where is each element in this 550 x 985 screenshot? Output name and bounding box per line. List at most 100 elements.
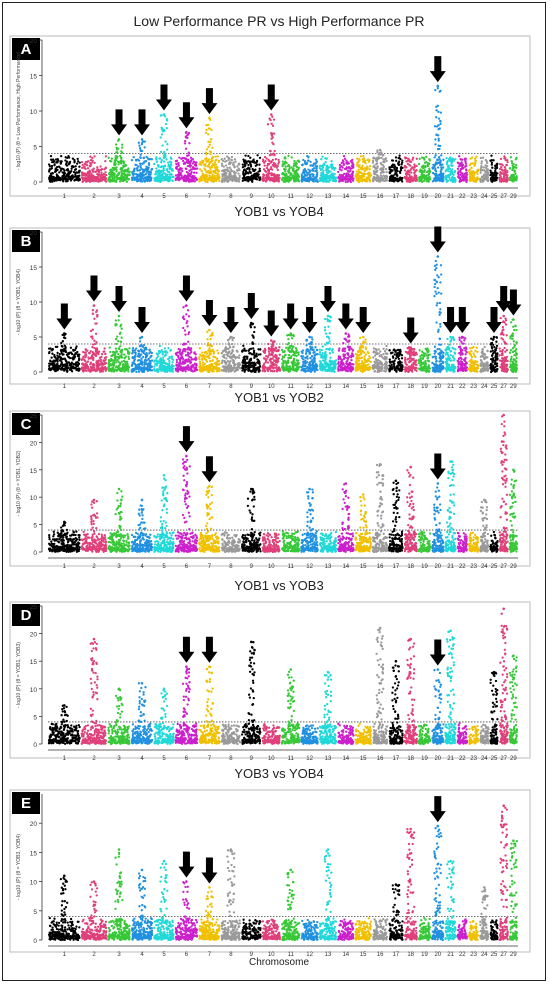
data-point [338, 166, 342, 169]
data-point [489, 178, 493, 181]
data-point [117, 339, 120, 343]
data-point [309, 164, 312, 167]
chromosome-points-21 [444, 156, 457, 183]
x-tick-label: 5 [162, 384, 166, 390]
data-point [126, 362, 129, 366]
data-point [155, 156, 158, 159]
data-point [332, 167, 336, 170]
data-point [459, 167, 463, 171]
data-point [198, 179, 202, 182]
data-point [57, 165, 61, 168]
data-point [413, 163, 416, 166]
data-point [475, 155, 478, 158]
data-point [205, 153, 208, 156]
data-point [205, 156, 208, 160]
data-point [502, 180, 505, 183]
data-point [183, 317, 186, 321]
data-point [204, 131, 208, 135]
data-point [315, 173, 319, 177]
data-point [425, 180, 428, 183]
peak-point [378, 148, 382, 152]
data-point [377, 157, 380, 160]
data-point [207, 178, 210, 181]
data-point [141, 172, 144, 175]
data-point [439, 122, 442, 126]
data-point [97, 171, 101, 174]
data-point [158, 364, 162, 367]
data-point [480, 160, 483, 163]
data-point [91, 312, 94, 315]
data-point [352, 165, 355, 169]
data-point [288, 167, 291, 170]
data-point [101, 366, 104, 369]
x-tick-label: 20 [434, 194, 441, 200]
data-point [344, 180, 347, 184]
data-point [107, 156, 110, 159]
data-point [70, 165, 74, 168]
chromosome-points-6 [174, 131, 199, 183]
data-point [368, 175, 371, 179]
data-point [425, 155, 428, 158]
data-point [141, 370, 144, 374]
data-point [449, 173, 452, 176]
data-point [115, 151, 118, 154]
data-point [499, 157, 503, 161]
data-point [393, 173, 396, 176]
data-point [211, 173, 214, 176]
chromosome-points-13 [318, 155, 338, 183]
data-point [457, 175, 460, 179]
data-point [112, 174, 115, 177]
data-point [115, 342, 118, 346]
data-point [54, 369, 58, 373]
data-point [174, 174, 178, 177]
data-point [157, 177, 160, 180]
data-point [133, 362, 137, 366]
data-point [284, 168, 287, 171]
data-point [59, 169, 63, 172]
panel-title: YOB1 vs YOB4 [234, 204, 323, 219]
y-axis-label: - log10 (P) (θ = Low Performance, High P… [16, 51, 22, 170]
data-point [242, 160, 246, 163]
data-point [56, 176, 60, 179]
data-point [50, 349, 54, 352]
data-point [417, 162, 421, 166]
data-point [117, 352, 120, 356]
data-point [320, 158, 323, 161]
data-point [302, 177, 305, 180]
data-point [187, 346, 190, 350]
data-point [506, 176, 509, 180]
data-point [203, 163, 206, 166]
x-tick-label: 7 [208, 194, 212, 200]
data-point [68, 170, 71, 173]
data-point [157, 164, 160, 167]
data-point [51, 160, 54, 164]
data-point [405, 173, 408, 176]
data-point [204, 367, 207, 371]
data-point [216, 174, 219, 178]
data-point [183, 161, 186, 164]
data-point [515, 156, 518, 159]
data-point [255, 163, 259, 166]
data-point [452, 173, 455, 176]
data-point [168, 355, 171, 359]
data-point [333, 178, 337, 181]
data-point [324, 161, 327, 164]
data-point [73, 168, 77, 172]
data-point [49, 154, 53, 158]
data-point [66, 362, 69, 365]
data-point [116, 366, 120, 369]
data-point [89, 350, 92, 353]
data-point [188, 360, 192, 363]
data-point [453, 171, 456, 174]
data-point [399, 178, 402, 181]
data-point [187, 154, 190, 157]
data-point [190, 350, 193, 354]
data-point [82, 178, 86, 182]
data-point [209, 352, 212, 355]
data-point [124, 360, 127, 364]
data-point [284, 160, 287, 163]
x-tick-label: 4 [140, 384, 144, 390]
data-point [513, 170, 517, 173]
data-point [190, 358, 193, 361]
data-point [167, 347, 170, 350]
